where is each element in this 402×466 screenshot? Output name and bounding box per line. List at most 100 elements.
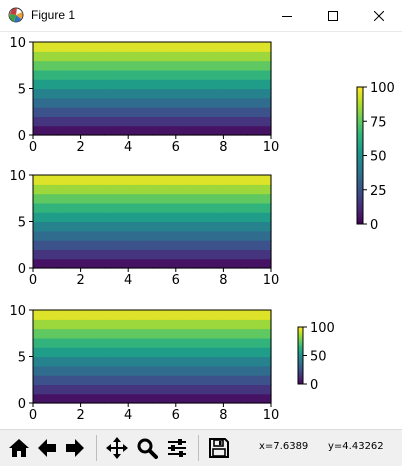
colorbar-gradient-segment [298,379,303,382]
close-button[interactable] [356,0,402,31]
figure-canvas[interactable]: 0 2 4 6 8 10 0 5 10 0 2 4 6 8 10 0 5 10 0 2 4 6 8 10 0 5 10 0 25 50 75… [0,32,402,429]
colorbar-tick-label: 100 [310,321,335,336]
heatmap-cell [247,375,272,385]
minimize-button[interactable] [264,0,310,31]
home-button[interactable] [6,435,32,461]
heatmap-cell [56,328,82,339]
heatmap-cell [104,125,129,136]
floppy-disk-icon [209,438,229,458]
colorbar-tick-label: 50 [370,150,387,165]
heatmap-cell [152,337,177,348]
heatmap-cell [104,88,129,99]
heatmap-cell [80,97,105,108]
heatmap-cell [247,107,272,117]
heatmap-cell [247,310,272,320]
colorbar-gradient-segment [357,213,363,218]
heatmap-cell [56,240,82,250]
heatmap-cell [80,365,105,376]
colorbar-gradient-segment [298,364,303,366]
colorbar-tick-label: 0 [370,218,378,233]
colorbar-gradient-segment [298,368,303,371]
zoom-button[interactable] [134,435,160,461]
heatmap-cell [33,69,58,80]
colorbar-gradient-segment [298,358,303,361]
heatmap-cell [33,51,58,62]
heatmap-cell [223,221,248,232]
colorbar-gradient-segment [298,332,303,335]
heatmap-cell [152,319,177,330]
heatmap-cell [56,365,82,376]
back-arrow-icon [38,439,56,457]
heatmap-cell [199,42,224,52]
colorbar-gradient-segment [357,93,363,98]
colorbar-gradient-segment [298,366,303,369]
heatmap-cell [33,337,58,348]
heatmap-cell [223,212,248,223]
forward-button[interactable] [62,435,88,461]
heatmap-cell [247,97,272,108]
heatmap-cell [223,337,248,348]
heatmap-cell [104,319,129,330]
heatmap-cell [128,249,153,260]
colorbar-gradient-segment [357,217,363,222]
heatmap-cell [247,193,272,204]
colorbar-gradient-segment [357,155,363,160]
heatmap-cell [223,79,248,90]
heatmap-cell [199,356,224,367]
colorbar-gradient-segment [357,158,363,163]
x-tick-label: 8 [219,140,227,155]
x-tick-label: 2 [76,408,84,423]
heatmap-cell [152,365,177,376]
colorbar-gradient-segment [357,138,363,143]
heatmap-cell [152,51,177,62]
heatmap-cell [33,356,58,367]
save-button[interactable] [206,435,232,461]
heatmap-cell [199,175,224,185]
heatmap-cell [33,97,58,108]
heatmap-cell [128,310,153,320]
colorbar-gradient-segment [357,179,363,184]
heatmap-cell [175,116,201,127]
heatmap-cell [175,319,201,330]
x-tick-label: 10 [263,273,280,288]
colorbar-gradient-segment [298,375,303,378]
colorbar-gradient-segment [298,348,303,351]
x-tick-label: 0 [29,408,37,423]
configure-subplots-button[interactable] [164,435,190,461]
heatmap-cell [104,60,129,71]
heatmap-cell [175,240,201,250]
heatmap-cell [56,184,82,195]
back-button[interactable] [34,435,60,461]
colorbar-gradient-segment [298,378,303,381]
colorbar-gradient-segment [357,141,363,146]
maximize-button[interactable] [310,0,356,31]
colorbar-gradient-segment [298,328,303,331]
y-tick-label: 0 [18,397,26,412]
heatmap-cell [56,347,82,358]
heatmap-cell [80,384,105,395]
heatmap-cell [199,384,224,395]
heatmap-cell [104,328,129,339]
heatmap-cell [104,240,129,250]
colorbar-gradient-segment [357,186,363,191]
heatmap-cell [175,212,201,223]
heatmap-cell [199,202,224,213]
heatmap-cell [33,116,58,127]
colorbar-gradient-segment [298,359,303,362]
colorbar-gradient-segment [298,374,303,376]
colorbar-gradient-segment [298,334,303,337]
heatmap-cell [175,69,201,80]
heatmap-cell [152,310,177,320]
pan-button[interactable] [104,435,130,461]
heatmap-cell [175,42,201,52]
heatmap-cell [33,107,58,117]
heatmap-cell [128,240,153,250]
colorbar-gradient-segment [298,365,303,368]
heatmap-cell [199,107,224,117]
colorbar-gradient-segment [298,376,303,379]
heatmap-cell [80,221,105,232]
heatmap-cell [33,175,58,185]
colorbar-gradient-segment [298,356,303,359]
heatmap-cell [247,319,272,330]
colorbar-gradient-segment [298,344,303,347]
